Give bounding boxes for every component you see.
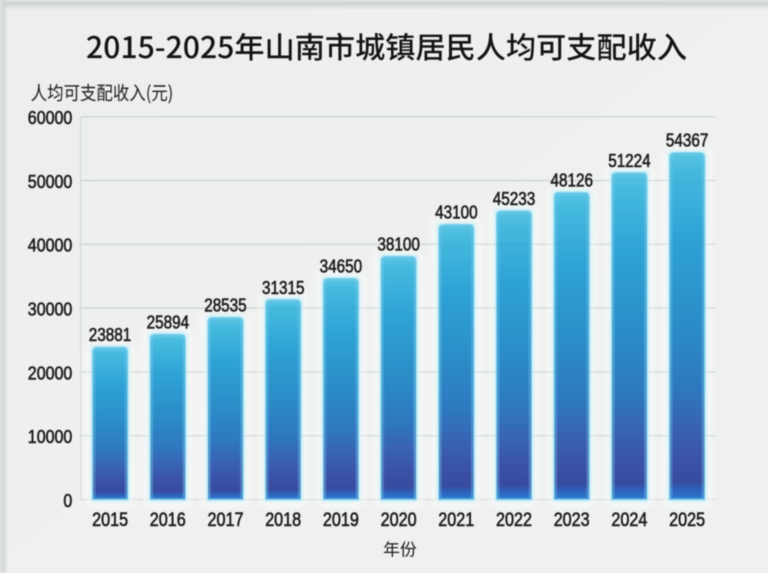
svg-text:28535: 28535 <box>204 295 247 316</box>
svg-text:20000: 20000 <box>28 362 73 383</box>
svg-text:38100: 38100 <box>377 234 420 255</box>
svg-text:2017: 2017 <box>208 510 244 531</box>
svg-text:10000: 10000 <box>28 426 73 447</box>
svg-text:2020: 2020 <box>381 510 417 531</box>
svg-text:2016: 2016 <box>150 510 186 531</box>
svg-text:2015: 2015 <box>92 510 128 531</box>
svg-text:2021: 2021 <box>438 510 474 531</box>
svg-text:48126: 48126 <box>551 170 594 191</box>
svg-text:54367: 54367 <box>666 130 709 151</box>
svg-text:34650: 34650 <box>320 256 363 277</box>
svg-text:43100: 43100 <box>435 202 478 223</box>
svg-text:2023: 2023 <box>554 510 590 531</box>
svg-text:2019: 2019 <box>323 510 359 531</box>
svg-text:60000: 60000 <box>28 107 73 128</box>
svg-text:50000: 50000 <box>28 171 73 192</box>
svg-text:2022: 2022 <box>496 510 532 531</box>
svg-text:40000: 40000 <box>28 235 73 256</box>
svg-text:2025: 2025 <box>669 510 705 531</box>
svg-text:51224: 51224 <box>608 150 651 171</box>
svg-text:0: 0 <box>63 490 72 511</box>
svg-text:31315: 31315 <box>262 277 305 298</box>
svg-text:30000: 30000 <box>28 299 73 320</box>
svg-text:45233: 45233 <box>493 188 536 209</box>
svg-text:2018: 2018 <box>265 510 301 531</box>
svg-text:25894: 25894 <box>147 311 190 332</box>
svg-text:23881: 23881 <box>89 324 132 345</box>
svg-text:2024: 2024 <box>611 510 647 531</box>
